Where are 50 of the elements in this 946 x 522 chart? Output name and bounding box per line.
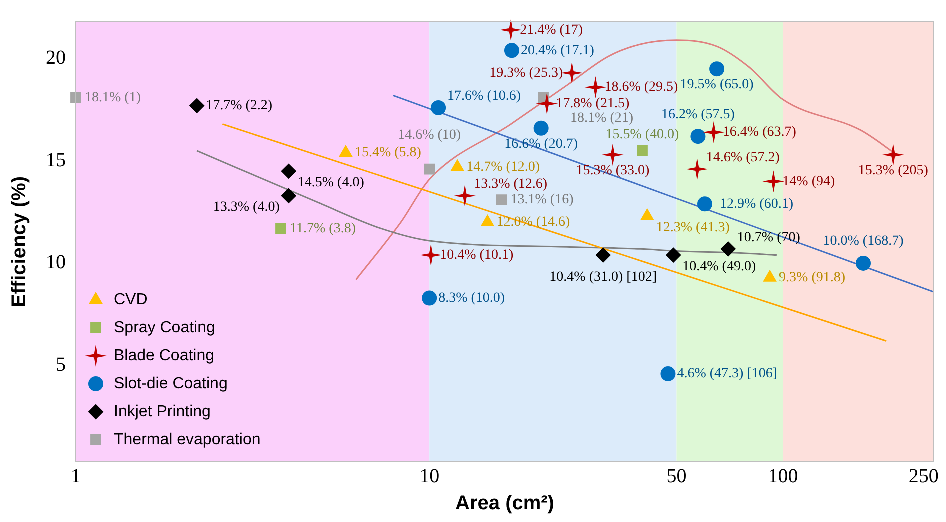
legend-label: Slot-die Coating — [114, 375, 228, 392]
data-label: 18.1% (1) — [85, 90, 142, 106]
legend-label: Spray Coating — [114, 319, 216, 336]
legend-label: Blade Coating — [114, 347, 215, 364]
y-tick-label: 15 — [46, 149, 66, 172]
data-label: 13.3% (12.6) — [474, 177, 548, 192]
data-label: 10.4% (10.1) — [440, 248, 514, 263]
data-label: 20.4% (17.1) — [520, 43, 595, 58]
data-label: 12.9% (60.1) — [720, 196, 794, 212]
data-label: 17.8% (21.5) — [556, 96, 630, 112]
y-tick-label: 10 — [46, 252, 66, 274]
data-label: 19.3% (25.3) — [490, 66, 564, 81]
x-tick-label: 250 — [908, 465, 939, 488]
data-label: 19.5% (65.0) — [680, 78, 754, 93]
x-axis-title: Area (cm²) — [456, 492, 554, 515]
data-label: 17.6% (10.6) — [448, 89, 522, 104]
data-label: 16.2% (57.5) — [661, 107, 736, 122]
data-label: 15.5% (40.0) — [606, 128, 680, 143]
data-label: 12.3% (41.3) — [656, 220, 730, 236]
data-label: 14.6% (10) — [398, 128, 462, 144]
x-tick-label: 50 — [666, 465, 687, 488]
data-label: 15.4% (5.8) — [354, 146, 422, 161]
x-tick-label: 10 — [420, 465, 440, 488]
y-tick-label: 5 — [56, 354, 66, 376]
data-label: 18.6% (29.5) — [604, 80, 679, 96]
data-label: 14.5% (4.0) — [298, 176, 365, 191]
data-label: 14.7% (12.0) — [466, 160, 540, 175]
y-axis-title: Efficiency (%) — [8, 176, 31, 308]
data-label: 21.4% (17) — [520, 22, 584, 38]
data-label: 15.3% (205) — [858, 164, 929, 179]
data-label: 16.4% (63.7) — [722, 125, 797, 140]
data-label: 9.3% (91.8) — [779, 270, 846, 286]
legend-label: Thermal evaporation — [114, 431, 261, 448]
data-label: 14.6% (57.2) — [706, 150, 780, 166]
data-label: 13.1% (16) — [510, 192, 574, 208]
data-label: 4.6% (47.3) [106] — [677, 366, 778, 382]
data-label: 8.3% (10.0) — [438, 290, 506, 306]
data-label: 18.1% (21) — [570, 110, 634, 126]
data-label: 11.7% (3.8) — [290, 221, 356, 236]
y-tick-label: 20 — [46, 47, 66, 70]
data-label: 17.7% (2.2) — [206, 98, 273, 114]
data-label: 13.3% (4.0) — [213, 200, 280, 216]
data-label: 10.4% (31.0) [102] — [550, 270, 657, 285]
x-tick-label: 1 — [71, 465, 81, 488]
data-label: 14% (94) — [782, 174, 836, 190]
legend-label: Inkjet Printing — [114, 403, 211, 420]
x-tick-label: 100 — [768, 465, 798, 488]
data-label: 10.0% (168.7) — [823, 234, 904, 250]
data-label: 10.4% (49.0) — [682, 259, 756, 274]
legend-label: CVD — [114, 291, 148, 308]
